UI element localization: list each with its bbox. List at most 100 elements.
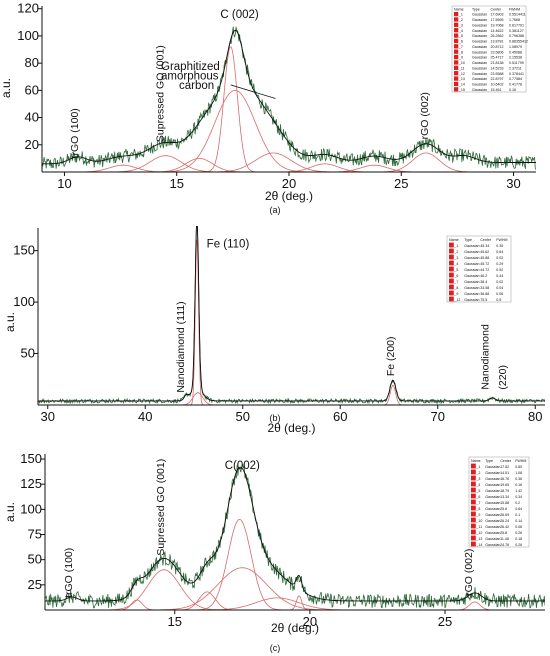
table-cell: Gaussian [472, 29, 487, 33]
table-row-color-swatch [449, 248, 454, 254]
peak-parameter-table: Name Type Center FWHM_1 Gaussian 17.6903 0.551… [451, 5, 528, 93]
table-cell: _4 [453, 262, 458, 266]
table-cell: 45.72 [480, 262, 489, 266]
table-header: Center [490, 7, 502, 11]
table-cell: _2 [475, 471, 480, 475]
table-cell: 0.16 [515, 483, 522, 487]
table-cell: _1 [475, 465, 480, 469]
table-cell: 24.76 [500, 543, 509, 547]
table-row-color-swatch [471, 541, 476, 547]
y-tick-label: 50 [21, 346, 35, 361]
y-tick-label: 40 [25, 110, 39, 125]
table-cell: 17.6903 [490, 13, 503, 17]
x-tick-label: 15 [169, 176, 183, 191]
table-row-color-swatch [471, 529, 476, 535]
table-cell: 26.42 [500, 525, 509, 529]
table-header: Type [464, 238, 472, 242]
table-cell: 45.62 [480, 250, 489, 254]
table-cell: 0.02 [496, 280, 503, 284]
table-cell: 33.58 [480, 286, 489, 290]
table-header: FWHM [509, 7, 520, 11]
peak-annotation: Nanodiamond [479, 324, 491, 390]
table-cell: Gaussian [472, 45, 487, 49]
table-cell: 19.65 [500, 483, 509, 487]
table-cell: 44.72 [480, 268, 489, 272]
table-cell: 2.15538 [509, 56, 522, 60]
table-cell: 25.4717 [490, 56, 503, 60]
y-axis-label: a.u. [3, 312, 17, 332]
table-cell: 14.51 [500, 471, 509, 475]
peak-annotation: C (002) [220, 9, 259, 21]
table-cell: 0.02 [496, 256, 503, 260]
table-cell: 0.16 [509, 88, 516, 92]
fit-component-9 [68, 164, 177, 172]
table-row-color-swatch [454, 17, 459, 22]
table-cell: _8 [453, 286, 458, 290]
table-cell: _5 [458, 34, 463, 38]
fit-component-2 [203, 46, 258, 172]
table-cell: _4 [458, 29, 463, 33]
table-cell: Gaussian [485, 489, 500, 493]
table-cell: Gaussian [472, 66, 487, 70]
fit-component-3 [99, 569, 229, 610]
table-frame [446, 235, 512, 303]
table-row-color-swatch [471, 475, 476, 481]
table-cell: 0.35 [496, 244, 503, 248]
table-cell: 0.381127 [509, 29, 524, 33]
x-tick-label: 60 [333, 409, 347, 424]
table-row-color-swatch [471, 493, 476, 499]
y-tick-label: 120 [17, 1, 39, 16]
table-cell: _10 [475, 519, 482, 523]
table-row-color-swatch [454, 76, 459, 81]
y-tick-label: 150 [13, 243, 35, 258]
table-cell: 46.2 [480, 274, 487, 278]
y-tick-label: 100 [17, 28, 39, 43]
table-cell: 0.64 [515, 507, 522, 511]
table-cell: 0.44 [496, 274, 503, 278]
fit-component-8 [271, 163, 379, 172]
table-cell: Gaussian [485, 531, 500, 535]
table-cell: Gaussian [464, 256, 479, 260]
table-cell: Gaussian [464, 286, 479, 290]
table-cell: 0.77584 [509, 77, 522, 81]
table-cell: _3 [475, 477, 480, 481]
table-cell: Gaussian [472, 34, 487, 38]
table-header: Center [500, 459, 512, 463]
table-cell: 36.68 [480, 292, 489, 296]
table-cell: _2 [458, 18, 463, 22]
x-tick-label: 15 [167, 614, 181, 629]
peak-annotation: amorphous [161, 70, 219, 82]
table-cell: 13.8781 [490, 40, 503, 44]
table-cell: 1.7668 [509, 18, 520, 22]
table-row-color-swatch [449, 290, 454, 296]
fit-component-1 [154, 90, 316, 172]
x-tick-label: 30 [506, 176, 520, 191]
y-tick-label: 100 [13, 294, 35, 309]
table-cell: 0.34 [515, 495, 522, 499]
table-cell: Gaussian [485, 537, 500, 541]
table-cell: 0.04 [496, 286, 503, 290]
table-row-color-swatch [454, 87, 459, 92]
table-cell: _7 [475, 501, 480, 505]
table-cell: 45.88 [480, 256, 489, 260]
peak-annotation: carbon [179, 80, 214, 92]
table-cell: Gaussian [485, 465, 500, 469]
table-row-color-swatch [449, 278, 454, 284]
table-cell: _11 [475, 525, 482, 529]
table-cell: _8 [458, 50, 463, 54]
table-cell: Gaussian [472, 77, 487, 81]
table-cell: 26.24 [500, 519, 509, 523]
table-row-color-swatch [454, 54, 459, 60]
table-cell: Gaussian [472, 18, 487, 22]
table-cell: _4 [475, 483, 480, 487]
figure-caption: (b) [270, 413, 281, 423]
table-row-color-swatch [454, 22, 459, 27]
table-row-color-swatch [471, 487, 476, 493]
table-cell: Gaussian [485, 507, 500, 511]
table-cell: _3 [453, 256, 458, 260]
table-cell: _6 [475, 495, 480, 499]
table-cell: Gaussian [472, 23, 487, 27]
table-cell: Gaussian [485, 495, 500, 499]
table-cell: 0.29 [496, 262, 503, 266]
